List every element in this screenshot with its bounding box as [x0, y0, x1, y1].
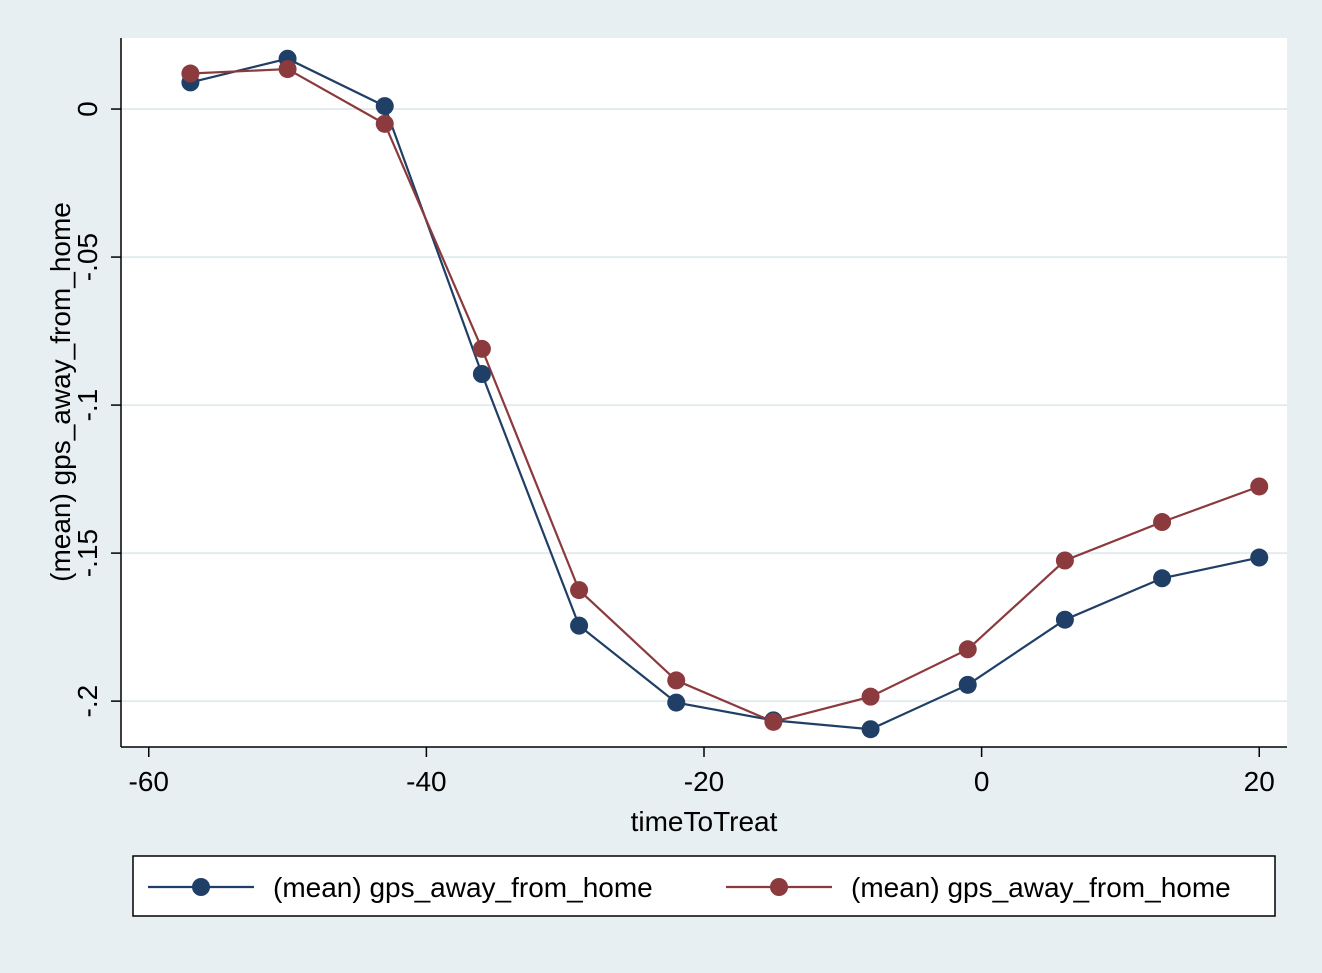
series-1-point: [1250, 548, 1269, 567]
series-1-line: [190, 57, 1260, 731]
series-2-point: [570, 581, 589, 600]
legend-swatch-marker-2: [770, 878, 788, 896]
series-2-point: [1153, 513, 1172, 532]
plot-area: [121, 38, 1287, 747]
legend-label-2: (mean) gps_away_from_home: [851, 872, 1231, 903]
series-2-point: [181, 64, 200, 83]
y-tick-label: -.2: [72, 685, 103, 718]
series-1-point: [861, 720, 880, 739]
x-tick-label: 20: [1244, 766, 1275, 797]
x-tick-label: 0: [974, 766, 990, 797]
x-tick-label: -60: [129, 766, 169, 797]
series-2-point: [764, 712, 783, 731]
series-2-point: [861, 687, 880, 706]
series-1-point: [1153, 569, 1172, 588]
x-tick-label: -40: [406, 766, 446, 797]
series-1-point: [570, 616, 589, 635]
series-2-point: [472, 339, 491, 358]
series-2-point: [667, 671, 686, 690]
y-tick-label: -.1: [72, 389, 103, 422]
series-2-point: [1055, 551, 1074, 570]
y-tick-label: 0: [72, 101, 103, 117]
series-2-line: [190, 67, 1260, 723]
series-1-point: [958, 675, 977, 694]
legend-swatch-marker-1: [192, 878, 210, 896]
y-tick-label: -.05: [72, 233, 103, 281]
gridlines: [121, 108, 1287, 703]
series-1-point: [375, 97, 394, 116]
series-2-point: [278, 60, 297, 79]
x-axis-label: timeToTreat: [631, 806, 778, 837]
series-1-point: [1055, 610, 1074, 629]
series-2-point: [958, 640, 977, 659]
y-tick-label: -.15: [72, 529, 103, 577]
y-axis-label: (mean) gps_away_from_home: [45, 202, 76, 582]
legend-label-1: (mean) gps_away_from_home: [273, 872, 653, 903]
series-group: [181, 49, 1269, 739]
series-1-point: [472, 364, 491, 383]
series-2-point: [375, 114, 394, 133]
legend: (mean) gps_away_from_home (mean) gps_away…: [132, 855, 1276, 917]
legend-box: [132, 855, 1276, 917]
series-1-point: [667, 693, 686, 712]
x-tick-label: -20: [684, 766, 724, 797]
series-2-point: [1250, 477, 1269, 496]
axes: 0 -.05 -.1 -.15 -.2 -60 -40 -20 0 20: [72, 38, 1287, 797]
